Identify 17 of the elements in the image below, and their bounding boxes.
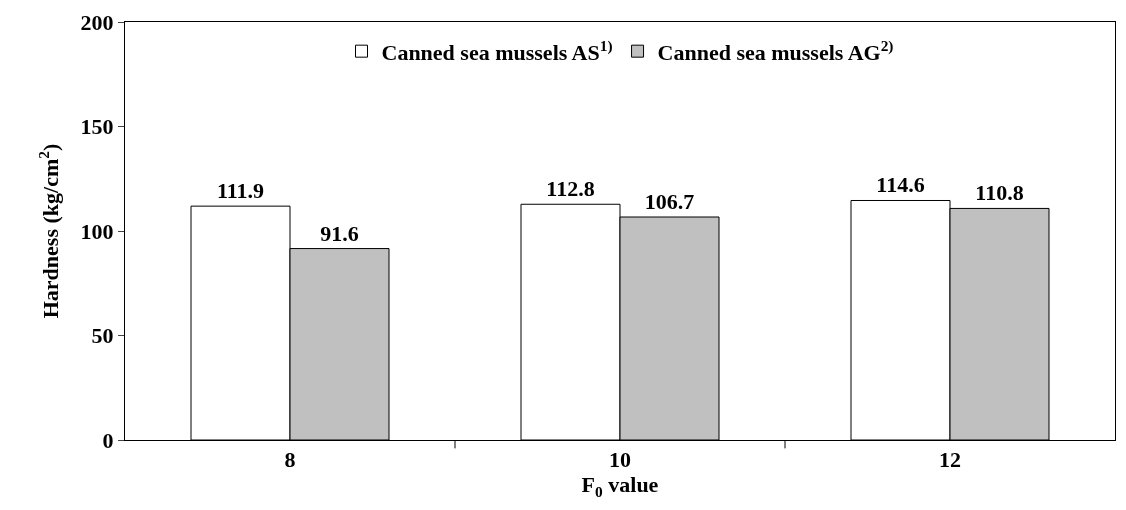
y-tick-label: 100 [80, 218, 114, 244]
legend-label: Canned sea mussels AS$^{1)}$ [381, 36, 613, 65]
y-tick-label: 200 [80, 9, 114, 35]
data-label: 91.6 [320, 220, 359, 246]
data-label: 112.8 [546, 176, 595, 202]
x-axis-title: F$_{0}$ value [581, 472, 659, 501]
x-tick-label: 12 [939, 447, 961, 473]
data-label: 114.6 [876, 172, 925, 198]
y-tick-label: 50 [91, 323, 114, 349]
x-tick-label: 8 [284, 447, 296, 473]
y-tick-label: 150 [80, 114, 114, 140]
data-label: 111.9 [216, 178, 265, 204]
legend-label: Canned sea mussels AG$^{2)}$ [657, 36, 894, 65]
x-tick-label: 10 [609, 447, 631, 473]
y-tick-label: 0 [102, 427, 114, 453]
data-label: 110.8 [975, 180, 1024, 206]
data-label: 106.7 [644, 189, 695, 214]
